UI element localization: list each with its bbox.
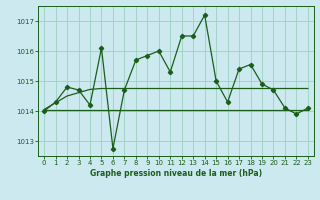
X-axis label: Graphe pression niveau de la mer (hPa): Graphe pression niveau de la mer (hPa)	[90, 169, 262, 178]
